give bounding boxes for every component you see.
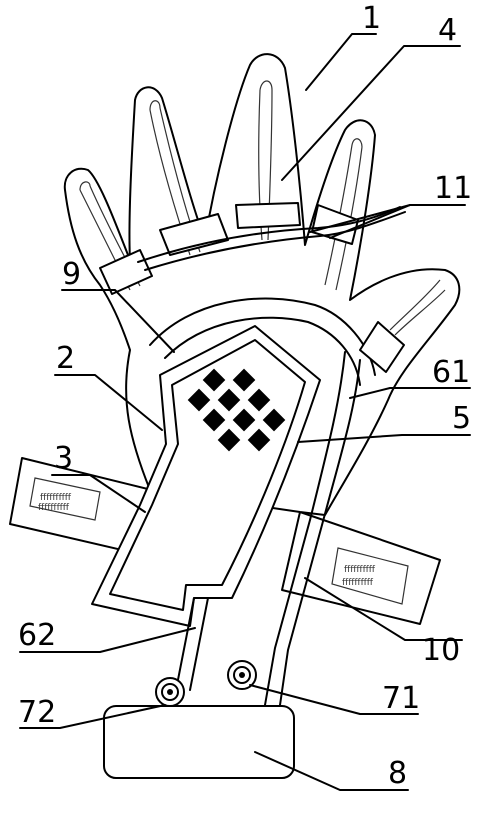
svg-text:ffffffffff: ffffffffff [342, 578, 374, 588]
right-electrode-pad: ffffffffff ffffffffff [281, 511, 441, 625]
label-4: 4 [438, 13, 457, 48]
label-11: 11 [434, 171, 472, 206]
label-10: 10 [422, 633, 460, 668]
label-3: 3 [54, 441, 73, 476]
cable-channel-outer [264, 351, 346, 706]
label-5: 5 [452, 401, 471, 436]
finger-rings [99, 202, 405, 373]
label-62: 62 [18, 618, 56, 653]
svg-text:ffffffffff: ffffffffff [38, 503, 70, 513]
label-2: 2 [56, 341, 75, 376]
right-pad-texture: ffffffffff [344, 565, 376, 575]
finger-wire [137, 206, 401, 263]
control-box [103, 705, 295, 779]
cable-62-left [175, 597, 195, 691]
label-72: 72 [18, 695, 56, 730]
leader-lines [19, 33, 471, 791]
cable-62-right [189, 597, 209, 691]
label-61: 61 [432, 355, 470, 390]
label-8: 8 [388, 756, 407, 791]
connector-71 [227, 660, 257, 690]
label-9: 9 [62, 257, 81, 292]
label-71: 71 [382, 681, 420, 716]
palm-arc-inner [164, 316, 361, 386]
finger-wire-2 [144, 211, 406, 271]
left-pad-texture: ffffffffff [40, 493, 72, 503]
control-board-inner [109, 339, 306, 611]
connector-72 [155, 677, 185, 707]
label-1: 1 [362, 1, 381, 36]
cable-channel-inner [279, 359, 361, 706]
